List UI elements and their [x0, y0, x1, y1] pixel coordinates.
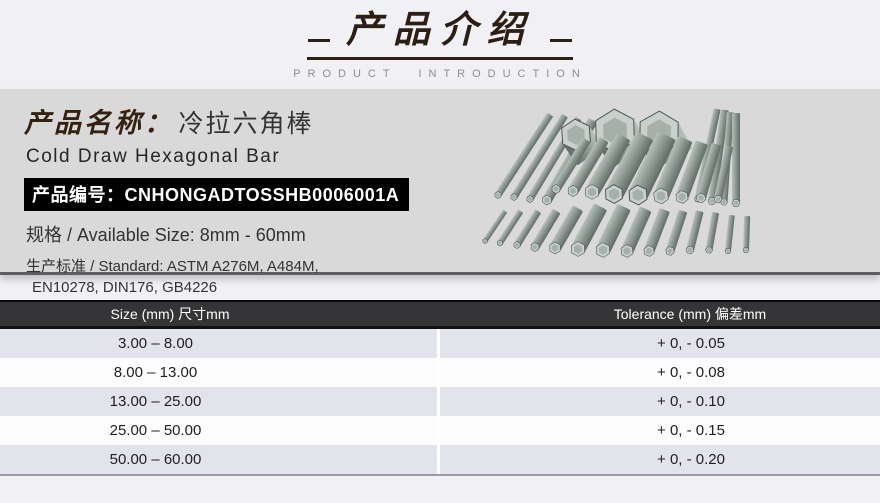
product-code-value: CNHONGADTOSSHB0006001A [124, 185, 400, 205]
tolerance-cell: + 0, - 0.05 [657, 335, 725, 352]
table-row: 8.00 – 13.00 + 0, - 0.08 [0, 358, 880, 387]
tolerance-table-body: 3.00 – 8.00 + 0, - 0.05 8.00 – 13.00 + 0… [0, 329, 880, 474]
tolerance-table: Size (mm) 尺寸mm Tolerance (mm) 偏差mm 3.00 … [0, 300, 880, 476]
section-header: 产品介绍 PRODUCT INTRODUCTION [0, 0, 880, 80]
size-column-header: Size (mm) 尺寸mm [110, 306, 230, 322]
table-row: 50.00 – 60.00 + 0, - 0.20 [0, 445, 880, 474]
tolerance-cell: + 0, - 0.10 [657, 393, 725, 410]
title-right-dash [550, 39, 572, 42]
tolerance-column-header: Tolerance (mm) 偏差mm [613, 306, 767, 322]
tolerance-table-header: Size (mm) 尺寸mm Tolerance (mm) 偏差mm [0, 300, 880, 329]
hexagonal-bars-photo [482, 108, 751, 258]
product-name-value: 冷拉六角棒 [178, 110, 314, 138]
product-code-label: 产品编号： [32, 185, 125, 205]
size-cell: 8.00 – 13.00 [0, 358, 440, 387]
tolerance-cell: + 0, - 0.20 [657, 451, 725, 468]
size-cell: 3.00 – 8.00 [0, 329, 440, 358]
tolerance-cell: + 0, - 0.08 [657, 364, 725, 381]
title-left-dash [308, 39, 330, 42]
available-size-line: 规格 / Available Size: 8mm - 60mm [26, 225, 306, 245]
page-title: 产品介绍 [346, 7, 534, 51]
product-name-label: 产品名称： [24, 108, 174, 139]
table-row: 13.00 – 25.00 + 0, - 0.10 [0, 387, 880, 416]
product-info: 产品名称： 冷拉六角棒 Cold Draw Hexagonal Bar 产品编号… [24, 101, 474, 296]
standard-line-1: 生产标准 / Standard: ASTM A276M, A484M, [26, 258, 319, 275]
table-row: 25.00 – 50.00 + 0, - 0.15 [0, 416, 880, 445]
page-subtitle: PRODUCT INTRODUCTION [293, 68, 587, 80]
size-cell: 50.00 – 60.00 [0, 445, 440, 474]
tolerance-cell: + 0, - 0.15 [657, 422, 725, 439]
standard-line-2: EN10278, DIN176, GB4226 [32, 279, 218, 296]
title-rule [307, 57, 573, 60]
product-name-english: Cold Draw Hexagonal Bar [26, 146, 281, 167]
product-info-band: 产品名称： 冷拉六角棒 Cold Draw Hexagonal Bar 产品编号… [0, 89, 880, 296]
table-row: 3.00 – 8.00 + 0, - 0.05 [0, 329, 880, 358]
size-cell: 25.00 – 50.00 [0, 416, 440, 445]
product-code-badge: 产品编号：CNHONGADTOSSHB0006001A [24, 178, 410, 211]
product-name-line: 产品名称： 冷拉六角棒 [24, 101, 474, 140]
size-cell: 13.00 – 25.00 [0, 387, 440, 416]
